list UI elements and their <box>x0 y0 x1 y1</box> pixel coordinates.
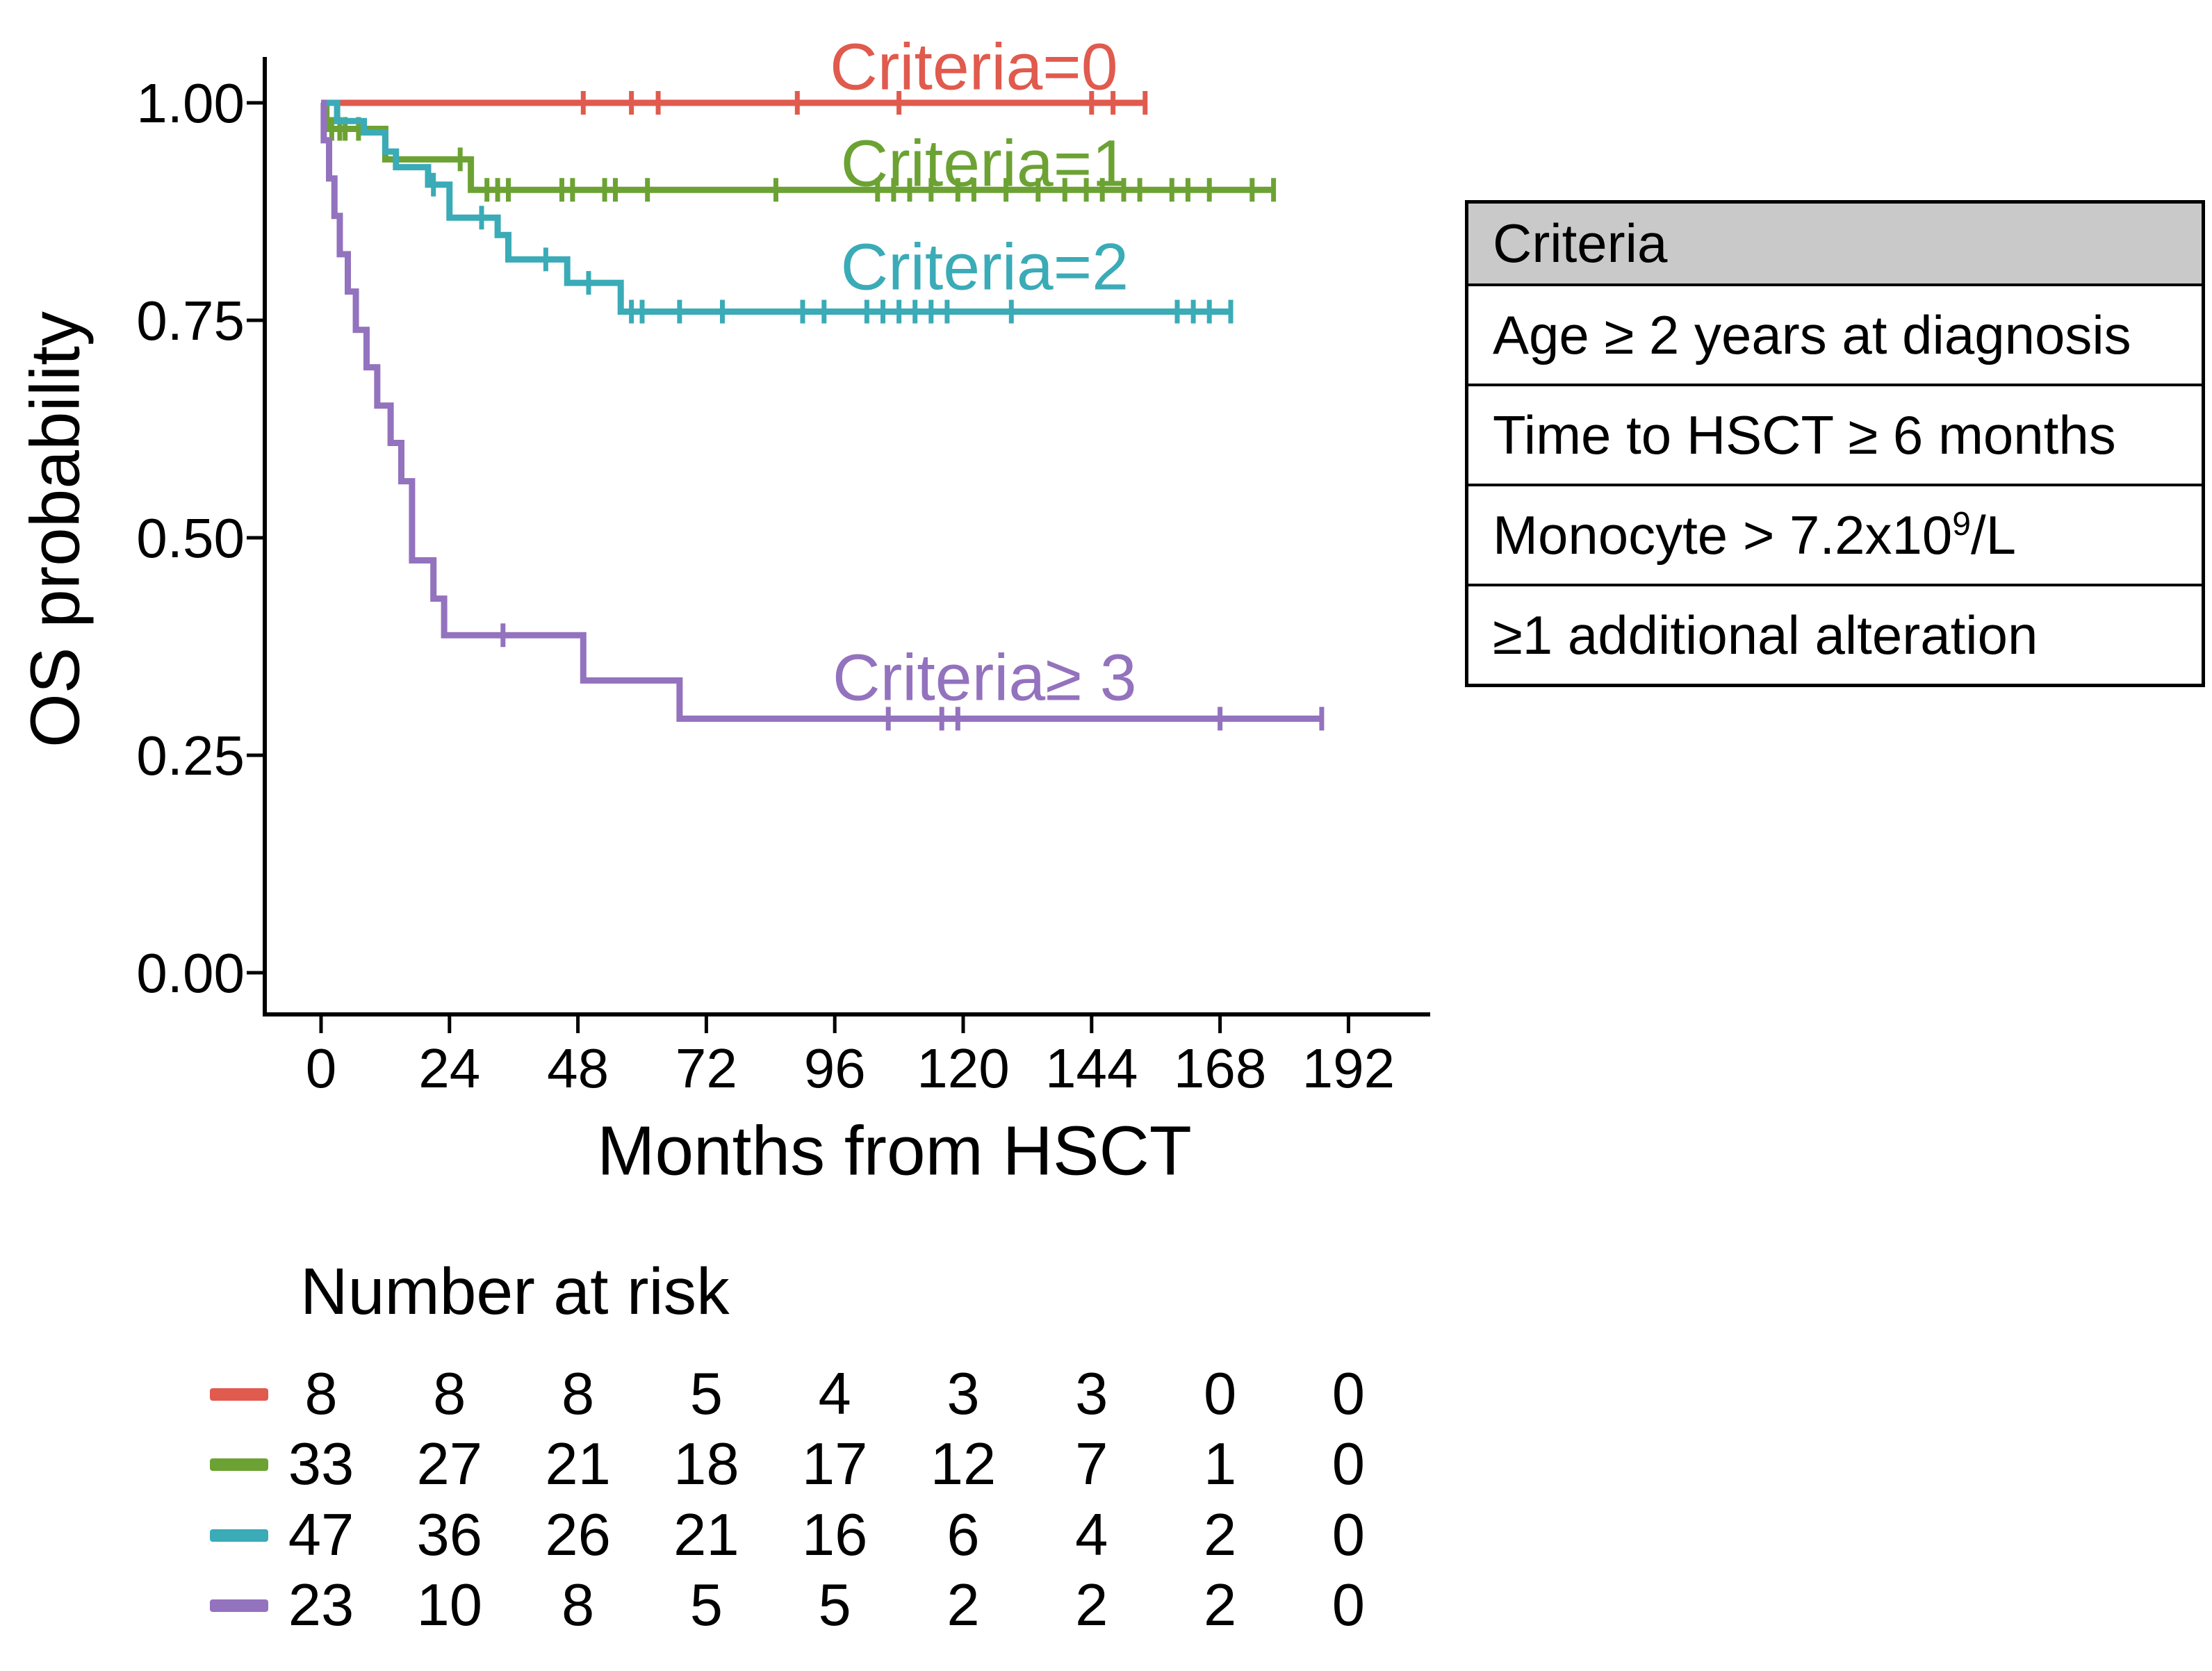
risk-count-0-4: 4 <box>818 1361 851 1427</box>
risk-count-1-1: 27 <box>416 1431 483 1497</box>
x-tick-label: 144 <box>1045 1037 1138 1099</box>
risk-count-3-0: 23 <box>288 1572 354 1638</box>
risk-count-3-7: 2 <box>1203 1572 1237 1638</box>
x-tick-label: 72 <box>675 1037 737 1099</box>
curve-label-2: Criteria=2 <box>840 230 1129 304</box>
risk-count-0-6: 3 <box>1075 1361 1108 1427</box>
risk-row-key-3 <box>210 1599 268 1612</box>
criteria-row-age-text: Age ≥ 2 years at diagnosis <box>1493 304 2131 365</box>
risk-count-0-5: 3 <box>947 1361 980 1427</box>
risk-count-1-6: 7 <box>1075 1431 1108 1497</box>
curve-label-0: Criteria=0 <box>830 30 1118 104</box>
risk-count-0-2: 8 <box>561 1361 595 1427</box>
risk-count-3-5: 2 <box>947 1572 980 1638</box>
y-tick-label: 0.50 <box>136 507 245 569</box>
risk-count-1-8: 0 <box>1332 1431 1366 1497</box>
km-curve-3 <box>320 99 1322 722</box>
risk-count-3-3: 5 <box>689 1572 723 1638</box>
risk-count-1-4: 17 <box>801 1431 868 1497</box>
criteria-row-time-text: Time to HSCT ≥ 6 months <box>1493 404 2116 466</box>
risk-count-1-3: 18 <box>673 1431 739 1497</box>
risk-count-0-8: 0 <box>1332 1361 1366 1427</box>
criteria-row-monocyte-tail: /L <box>1970 504 2017 566</box>
risk-row-key-0 <box>210 1388 268 1401</box>
criteria-row-monocyte-text: Monocyte > 7.2x10 <box>1493 504 1953 566</box>
km-curve-2 <box>321 99 1231 315</box>
risk-count-1-7: 1 <box>1203 1431 1237 1497</box>
y-tick-label: 0.75 <box>136 290 245 352</box>
risk-row-key-2 <box>210 1529 268 1542</box>
km-curve-1 <box>321 99 1274 193</box>
risk-count-0-1: 8 <box>433 1361 466 1427</box>
criteria-row-age: Age ≥ 2 years at diagnosis <box>1468 283 2202 384</box>
risk-count-2-8: 0 <box>1332 1502 1366 1568</box>
x-axis-title: Months from HSCT <box>597 1112 1192 1190</box>
risk-count-0-3: 5 <box>689 1361 723 1427</box>
risk-count-2-5: 6 <box>947 1502 980 1568</box>
risk-count-2-3: 21 <box>673 1502 739 1568</box>
x-tick-label: 0 <box>306 1037 337 1099</box>
y-axis-title: OS probability <box>16 311 95 748</box>
criteria-row-alteration: ≥1 additional alteration <box>1468 584 2202 684</box>
risk-count-2-4: 16 <box>801 1502 868 1568</box>
risk-count-3-1: 10 <box>416 1572 483 1638</box>
criteria-row-time: Time to HSCT ≥ 6 months <box>1468 384 2202 484</box>
x-tick-label: 48 <box>547 1037 609 1099</box>
x-tick-label: 24 <box>418 1037 480 1099</box>
criteria-row-monocyte: Monocyte > 7.2x109/L <box>1468 484 2202 584</box>
risk-count-0-7: 0 <box>1203 1361 1237 1427</box>
y-tick-label: 1.00 <box>136 72 245 134</box>
risk-count-2-0: 47 <box>288 1502 354 1568</box>
risk-count-1-5: 12 <box>930 1431 997 1497</box>
risk-count-2-1: 36 <box>416 1502 483 1568</box>
risk-count-2-2: 26 <box>545 1502 611 1568</box>
risk-table-title: Number at risk <box>300 1255 730 1328</box>
risk-count-0-0: 8 <box>304 1361 338 1427</box>
y-tick-label: 0.25 <box>136 725 245 787</box>
risk-count-2-6: 4 <box>1075 1502 1108 1568</box>
curve-label-1: Criteria=1 <box>840 126 1129 201</box>
x-tick-label: 168 <box>1174 1037 1266 1099</box>
x-tick-label: 120 <box>917 1037 1009 1099</box>
risk-count-2-7: 2 <box>1203 1502 1237 1568</box>
criteria-table-header: Criteria <box>1468 204 2202 283</box>
y-tick-label: 0.00 <box>136 942 245 1004</box>
risk-count-3-8: 0 <box>1332 1572 1366 1638</box>
risk-count-1-0: 33 <box>288 1431 354 1497</box>
risk-count-3-4: 5 <box>818 1572 851 1638</box>
risk-row-key-1 <box>210 1458 268 1471</box>
criteria-table: Criteria Age ≥ 2 years at diagnosis Time… <box>1465 200 2205 687</box>
curve-label-3: Criteria≥ 3 <box>833 641 1137 715</box>
x-tick-label: 192 <box>1302 1037 1395 1099</box>
criteria-row-monocyte-sup: 9 <box>1952 505 1971 543</box>
risk-count-3-2: 8 <box>561 1572 595 1638</box>
risk-count-3-6: 2 <box>1075 1572 1108 1638</box>
risk-count-1-2: 21 <box>545 1431 611 1497</box>
x-tick-label: 96 <box>804 1037 866 1099</box>
criteria-row-alteration-text: ≥1 additional alteration <box>1493 604 2038 666</box>
